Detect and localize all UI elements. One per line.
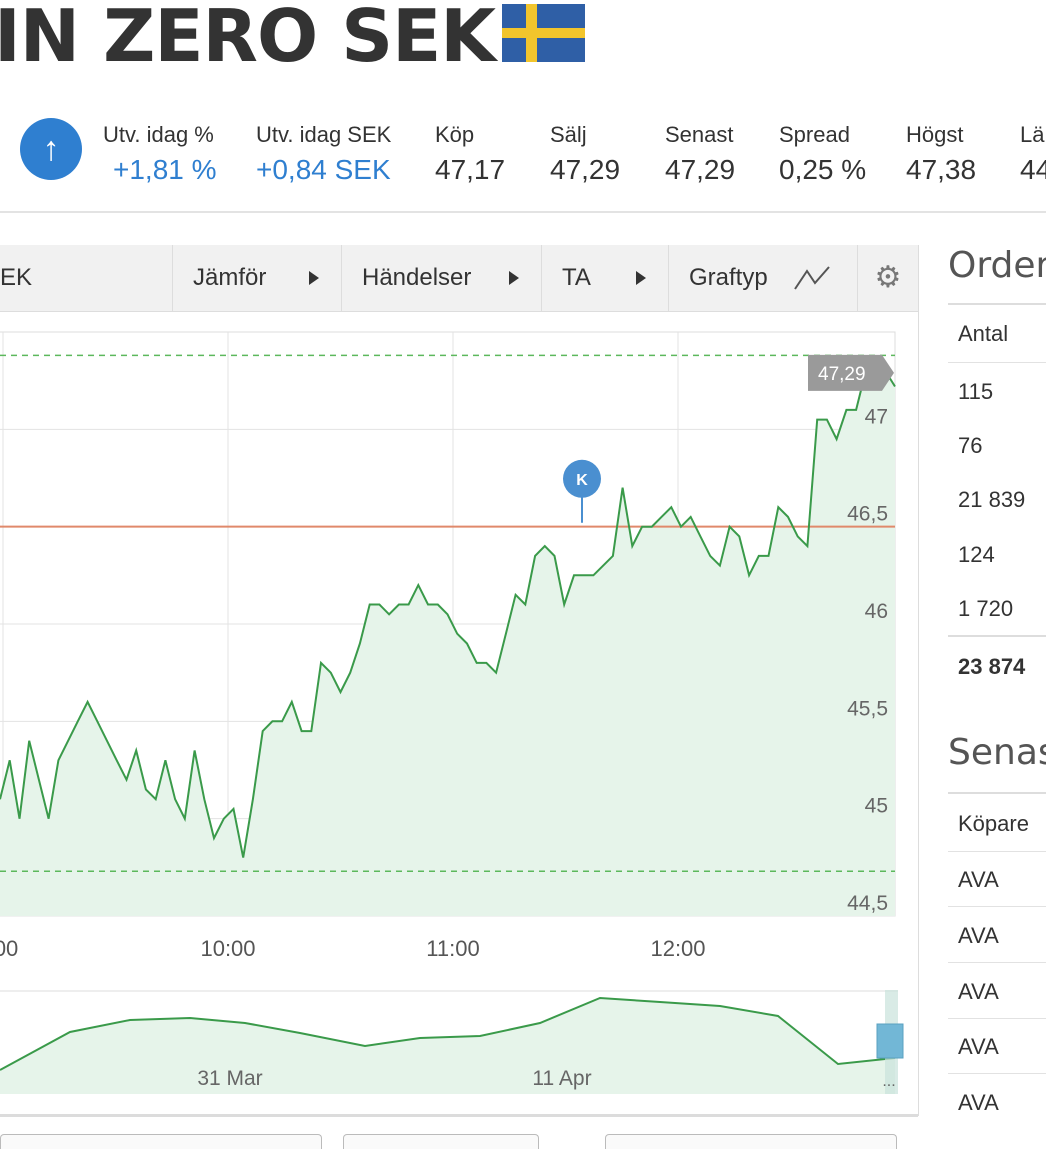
row-divider (948, 906, 1046, 907)
range-selector[interactable] (343, 1134, 539, 1149)
row-divider (948, 851, 1046, 852)
x-tick-label: :00 (0, 936, 18, 961)
swedish-flag-icon (502, 4, 585, 62)
stat-high: Högst 47,38 (906, 122, 977, 185)
price-chart[interactable]: 47 46,5 46 45,5 45 44,5 :00 10:00 11:00 12:00 47… (0, 312, 918, 1002)
row-divider (948, 1073, 1046, 1074)
orderbook-row: 76 (958, 433, 983, 458)
y-tick-label: 44,5 (847, 892, 888, 915)
last-price-label: 47,29 (818, 364, 866, 385)
x-tick-label: 12:00 (650, 936, 705, 961)
latest-trades-divider (948, 792, 1046, 794)
x-tick-label: 11:00 (426, 936, 479, 961)
orderbook-row: 115 (958, 379, 994, 404)
trade-row: AVA (958, 1034, 999, 1059)
event-marker[interactable]: K (563, 459, 601, 523)
trade-row: AVA (958, 1090, 999, 1115)
navigator-chart[interactable]: 31 Mar 11 Apr ... (0, 990, 918, 1102)
row-divider (948, 962, 1046, 963)
orderbook-row: 124 (958, 542, 995, 567)
stat-change-sek: Utv. idag SEK +0,84 SEK (256, 122, 392, 185)
chart-bottom-border (0, 1114, 918, 1117)
stat-low: Lä 44 (1020, 122, 1046, 185)
y-tick-label: 46 (865, 600, 888, 623)
navigator-ellipsis: ... (882, 1073, 895, 1090)
latest-trades-column-header: Köpare (958, 811, 1029, 836)
period-buttons[interactable] (0, 1134, 322, 1149)
charttype-menu[interactable]: Graftyp (668, 245, 857, 311)
navigator-line (0, 996, 896, 1071)
orderbook-title: Orderd (948, 245, 1046, 286)
x-tick-label: 10:00 (200, 936, 255, 961)
row-divider (948, 1018, 1046, 1019)
trade-row: AVA (958, 979, 999, 1004)
stat-bid: Köp 47,17 (435, 122, 506, 185)
orderbook-row: 21 839 (958, 487, 1026, 512)
header-divider (0, 211, 1046, 213)
y-tick-label: 45,5 (847, 697, 888, 720)
y-tick-label: 45 (865, 795, 888, 818)
instrument-tab[interactable]: EK (0, 264, 33, 291)
stat-ask: Sälj 47,29 (550, 122, 621, 185)
event-marker-label: K (576, 472, 588, 489)
orderbook-divider (948, 303, 1046, 305)
latest-trades-title: Senas (948, 732, 1046, 773)
settings-gear-icon[interactable]: ⚙ (857, 245, 918, 311)
trade-row: AVA (958, 867, 999, 892)
y-tick-label: 46,5 (847, 503, 888, 526)
orderbook-total-divider (948, 635, 1046, 637)
row-divider (948, 362, 1046, 363)
navigator-label: 11 Apr (532, 1067, 591, 1090)
stat-spread: Spread 0,25 % (779, 122, 867, 185)
orderbook-column-header: Antal (958, 321, 1009, 346)
line-chart-icon (794, 266, 830, 290)
events-menu[interactable]: Händelser (341, 245, 541, 311)
caret-right-icon (309, 271, 319, 285)
orderbook-row: 1 720 (958, 596, 1014, 621)
stat-last: Senast 47,29 (665, 122, 736, 185)
navigator-label: 31 Mar (197, 1067, 262, 1090)
ta-menu[interactable]: TA (541, 245, 668, 311)
caret-right-icon (636, 271, 646, 285)
stat-change-percent: Utv. idag % +1,81 % (103, 122, 217, 185)
page-title: IN ZERO SEK (0, 0, 496, 78)
compare-menu[interactable]: Jämför (172, 245, 341, 311)
orderbook-total: 23 874 (958, 654, 1026, 679)
last-price-tag: 47,29 (808, 354, 894, 391)
y-tick-label: 47 (865, 405, 888, 428)
caret-right-icon (509, 271, 519, 285)
trade-row: AVA (958, 923, 999, 948)
navigator-handle[interactable] (876, 1023, 904, 1059)
price-line (0, 369, 896, 858)
date-inputs[interactable] (605, 1134, 897, 1149)
price-area (0, 370, 895, 916)
trend-up-icon: ↑ (20, 118, 82, 180)
chart-toolbar: EK Jämför Händelser TA Graftyp (0, 245, 918, 312)
